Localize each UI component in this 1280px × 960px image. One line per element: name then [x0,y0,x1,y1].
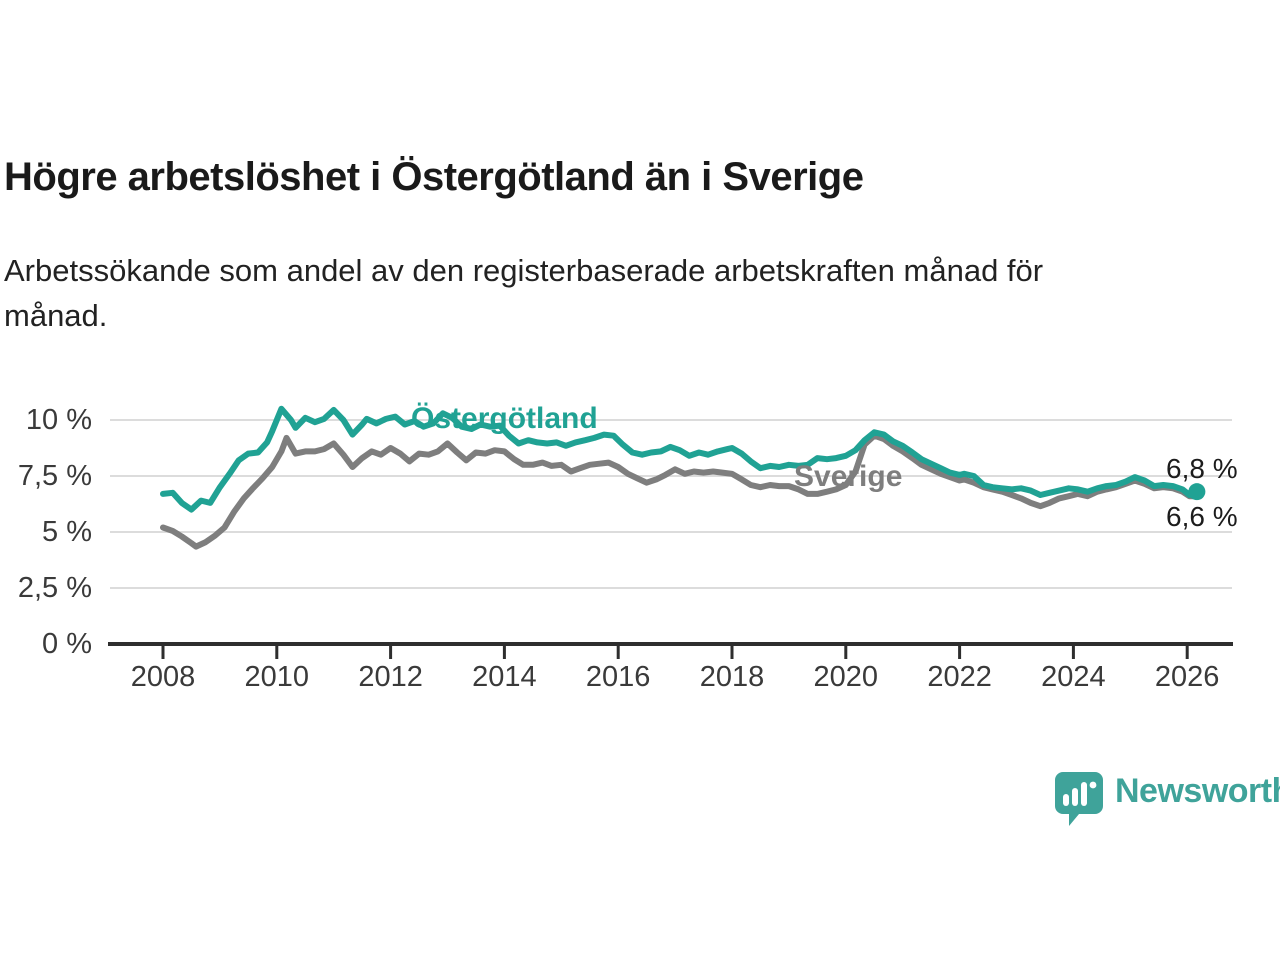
chart-subtitle-line2: månad. [4,298,108,333]
x-tick-label: 2010 [244,661,310,693]
x-tick-label: 2012 [358,661,423,693]
series-label-sverige: Sverige [794,460,903,493]
end-value-label-ostergotland: 6,8 % [1166,453,1238,484]
x-tick-label: 2018 [699,661,765,693]
x-tick-label: 2014 [472,661,537,693]
newsworthy-wordmark: Newsworthy [1115,772,1280,810]
x-tick-label: 2020 [813,661,879,693]
y-tick-label: 7,5 % [17,460,92,492]
y-tick-label: 5 % [42,516,92,548]
x-tick-label: 2008 [130,661,196,693]
end-value-label-sverige: 6,6 % [1166,501,1238,532]
newsworthy-logo: Newsworthy [1053,770,1280,828]
x-tick-label: 2022 [927,661,992,693]
x-tick-label: 2016 [585,661,651,693]
series-label-ostergotland: Östergötland [411,402,598,435]
y-tick-label: 10 % [25,404,92,436]
newsworthy-speech-bubble-bar-chart-icon [1055,772,1103,826]
chart-subtitle-line1: Arbetssökande som andel av den registerb… [4,253,1044,288]
chart-subtitle: Arbetssökande som andel av den registerb… [4,248,1204,338]
page-title: Högre arbetslöshet i Östergötland än i S… [4,155,864,199]
x-tick-label: 2026 [1154,661,1220,693]
x-tick-label: 2024 [1041,661,1106,693]
y-tick-label: 2,5 % [17,572,92,604]
y-tick-label: 0 % [42,628,92,660]
